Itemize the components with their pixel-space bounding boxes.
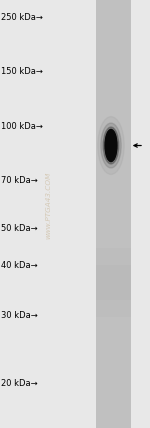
Text: 40 kDa→: 40 kDa→ bbox=[1, 261, 37, 270]
Ellipse shape bbox=[105, 130, 117, 162]
Ellipse shape bbox=[101, 123, 121, 168]
Text: 20 kDa→: 20 kDa→ bbox=[1, 378, 37, 388]
Text: 70 kDa→: 70 kDa→ bbox=[1, 176, 38, 185]
Bar bbox=[96, 265, 130, 300]
Bar bbox=[96, 0, 130, 428]
Text: 250 kDa→: 250 kDa→ bbox=[1, 13, 43, 23]
Bar bbox=[96, 282, 130, 317]
Text: 30 kDa→: 30 kDa→ bbox=[1, 310, 38, 320]
Text: www.PTGA43.COM: www.PTGA43.COM bbox=[45, 172, 51, 239]
Text: 100 kDa→: 100 kDa→ bbox=[1, 122, 43, 131]
Ellipse shape bbox=[103, 127, 119, 164]
Text: 50 kDa→: 50 kDa→ bbox=[1, 223, 37, 233]
Text: 150 kDa→: 150 kDa→ bbox=[1, 67, 43, 77]
Ellipse shape bbox=[98, 117, 124, 175]
Bar bbox=[96, 248, 130, 282]
